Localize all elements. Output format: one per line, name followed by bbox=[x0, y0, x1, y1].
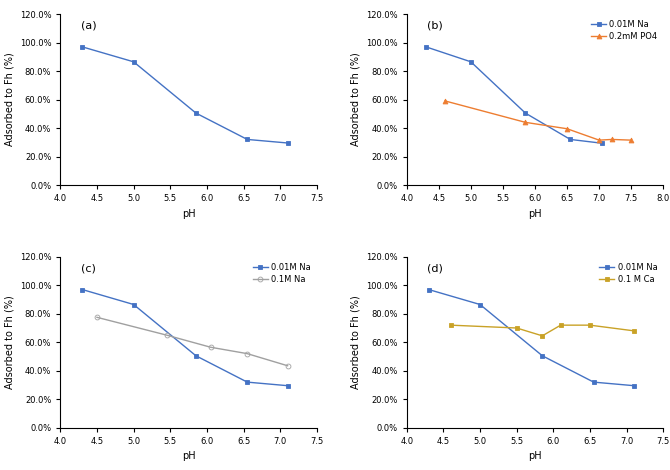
Line: 0.01M Na: 0.01M Na bbox=[423, 45, 605, 146]
0.01M Na bbox=[521, 110, 529, 116]
0.01M Na bbox=[566, 137, 574, 142]
0.1 M Ca bbox=[447, 322, 455, 328]
0.01M Na bbox=[422, 44, 430, 50]
0.2mM PO4 bbox=[595, 137, 603, 143]
Line: 0.01M Na: 0.01M Na bbox=[426, 287, 636, 388]
X-axis label: pH: pH bbox=[528, 209, 542, 219]
0.1M Na bbox=[93, 314, 101, 320]
Line: 0.1 M Ca: 0.1 M Ca bbox=[448, 323, 636, 338]
0.1 M Ca bbox=[557, 322, 565, 328]
X-axis label: pH: pH bbox=[182, 209, 196, 219]
0.01M Na bbox=[283, 383, 291, 389]
0.01M Na bbox=[467, 59, 475, 65]
Y-axis label: Adsorbed to Fh (%): Adsorbed to Fh (%) bbox=[4, 295, 14, 389]
0.1M Na bbox=[206, 345, 214, 350]
0.01M Na bbox=[129, 302, 137, 307]
Y-axis label: Adsorbed to Fh (%): Adsorbed to Fh (%) bbox=[350, 295, 360, 389]
0.01M Na bbox=[476, 302, 484, 307]
0.2mM PO4 bbox=[608, 137, 616, 142]
Text: (c): (c) bbox=[81, 264, 96, 274]
Y-axis label: Adsorbed to Fh (%): Adsorbed to Fh (%) bbox=[4, 53, 14, 147]
0.01M Na bbox=[538, 353, 546, 359]
0.1M Na bbox=[283, 363, 291, 368]
Text: (a): (a) bbox=[81, 21, 96, 31]
0.1 M Ca bbox=[513, 325, 521, 331]
0.2mM PO4 bbox=[441, 98, 449, 104]
0.01M Na bbox=[598, 141, 606, 146]
Line: 0.2mM PO4: 0.2mM PO4 bbox=[443, 99, 634, 142]
0.01M Na bbox=[192, 353, 200, 359]
Legend: 0.01M Na, 0.2mM PO4: 0.01M Na, 0.2mM PO4 bbox=[590, 18, 659, 43]
Legend: 0.01M Na, 0.1 M Ca: 0.01M Na, 0.1 M Ca bbox=[598, 261, 659, 286]
Line: 0.1M Na: 0.1M Na bbox=[94, 315, 290, 368]
0.01M Na bbox=[630, 383, 638, 389]
0.1M Na bbox=[243, 351, 251, 356]
0.2mM PO4 bbox=[521, 119, 529, 125]
0.1 M Ca bbox=[538, 333, 546, 339]
0.1M Na bbox=[163, 332, 171, 338]
0.01M Na bbox=[243, 379, 251, 385]
Legend: 0.01M Na, 0.1M Na: 0.01M Na, 0.1M Na bbox=[251, 261, 313, 286]
0.1 M Ca bbox=[586, 322, 594, 328]
Text: (d): (d) bbox=[427, 264, 443, 274]
0.2mM PO4 bbox=[563, 126, 571, 132]
X-axis label: pH: pH bbox=[528, 451, 542, 461]
0.01M Na bbox=[590, 379, 598, 385]
0.01M Na bbox=[425, 287, 433, 292]
X-axis label: pH: pH bbox=[182, 451, 196, 461]
0.2mM PO4 bbox=[627, 137, 635, 143]
Text: (b): (b) bbox=[427, 21, 443, 31]
0.1 M Ca bbox=[630, 328, 638, 334]
0.01M Na bbox=[78, 287, 86, 292]
Y-axis label: Adsorbed to Fh (%): Adsorbed to Fh (%) bbox=[350, 53, 360, 147]
Line: 0.01M Na: 0.01M Na bbox=[80, 287, 290, 388]
